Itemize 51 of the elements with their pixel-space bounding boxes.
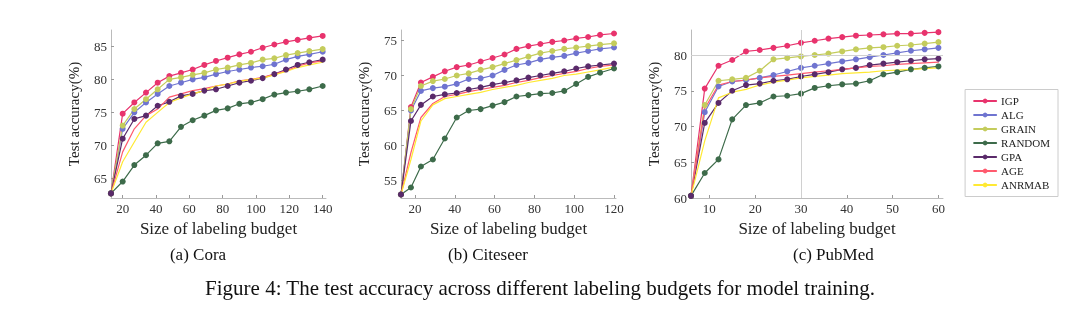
x-tick-label: 30 <box>794 201 808 216</box>
x-tick-label: 10 <box>702 201 716 216</box>
legend-label: GPA <box>1001 151 1023 163</box>
legend-label: GRAIN <box>1001 123 1036 135</box>
x-tick-label: 20 <box>748 201 762 216</box>
y-tick-label: 75 <box>94 104 107 120</box>
x-tick-label: 20 <box>408 201 422 216</box>
y-tick-label: 60 <box>674 190 687 206</box>
x-tick-label: 40 <box>448 201 462 216</box>
y-tick-label: 75 <box>674 83 687 99</box>
x-axis-title: Size of labeling budget <box>738 218 896 238</box>
x-tick-label: 80 <box>216 201 230 216</box>
text: (a) Cora <box>169 245 227 264</box>
y-tick-label: 70 <box>94 137 107 153</box>
legend-label: ANRMAB <box>1001 179 1050 191</box>
y-tick-label: 75 <box>384 33 397 48</box>
y-axis-title: Test accuracy(%) <box>355 61 373 167</box>
x-tick-label: 40 <box>149 201 163 216</box>
x-axis-title: Size of labeling budget <box>139 218 298 238</box>
x-tick-label: 20 <box>116 201 130 216</box>
x-axis-title: Size of labeling budget <box>429 218 588 238</box>
x-tick-label: 60 <box>182 201 196 216</box>
y-tick-label: 55 <box>384 173 397 188</box>
y-axis-title: Test accuracy(%) <box>645 61 663 167</box>
x-tick-label: 60 <box>931 201 945 216</box>
y-axis-title: Test accuracy(%) <box>65 61 83 167</box>
y-tick-label: 65 <box>384 103 397 118</box>
x-tick-label: 140 <box>312 201 333 216</box>
legend-label: IGP <box>1001 95 1019 107</box>
y-tick-label: 80 <box>674 47 687 63</box>
legend-label: AGE <box>1001 165 1024 177</box>
text: (c) PubMed <box>793 245 875 264</box>
y-tick-label: 60 <box>384 138 397 153</box>
x-tick-label: 100 <box>246 201 266 216</box>
x-tick-label: 120 <box>604 201 624 216</box>
x-tick-label: 50 <box>886 201 900 216</box>
y-tick-label: 70 <box>384 68 397 83</box>
y-tick-label: 65 <box>94 170 107 186</box>
x-tick-label: 100 <box>564 201 584 216</box>
y-tick-label: 65 <box>674 154 687 170</box>
y-tick-label: 70 <box>674 119 687 135</box>
legend-label: RANDOM <box>1001 137 1051 149</box>
x-tick-label: 40 <box>840 201 854 216</box>
x-tick-label: 60 <box>488 201 502 216</box>
caption: Figure 4: The test accuracy across different labeling budgets for model training. <box>204 276 876 301</box>
text: (b) Citeseer <box>448 245 529 264</box>
y-tick-label: 80 <box>94 71 107 87</box>
x-tick-label: 80 <box>527 201 541 216</box>
y-tick-label: 85 <box>94 38 107 54</box>
x-tick-label: 120 <box>279 201 300 216</box>
legend-label: ALG <box>1001 109 1024 121</box>
